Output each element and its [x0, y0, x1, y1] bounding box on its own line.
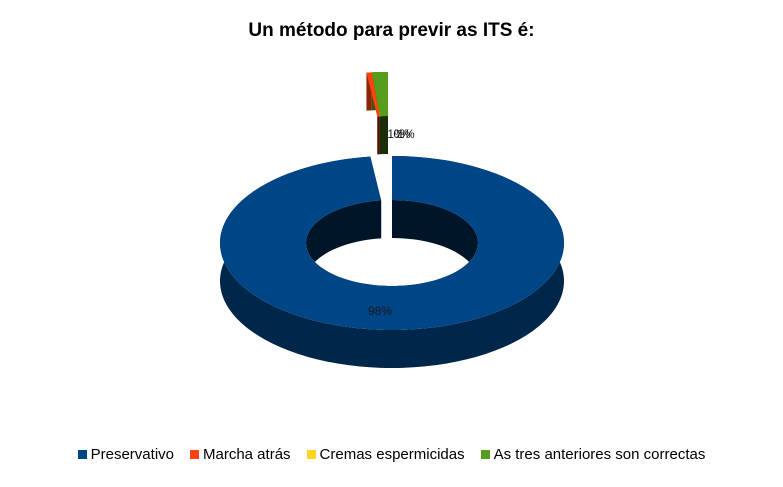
legend-label: As tres anteriores son correctas [493, 446, 706, 463]
legend-swatch [190, 450, 199, 459]
slice-marcha-atr-s [366, 72, 380, 117]
chart-title: Un método para previr as ITS é: [248, 20, 535, 41]
slice-tops [219, 72, 564, 330]
legend-swatch [77, 450, 87, 459]
data-labels: 98% 1%0%1% [368, 127, 415, 318]
data-label: 0% [393, 127, 411, 141]
data-label: 1% [397, 127, 415, 141]
legend-item: Preservativo [77, 446, 174, 463]
legend-item: As tres anteriores son correctas [480, 446, 706, 463]
legend-item: Marcha atrás [190, 446, 291, 463]
slice-as-tres-anteriores-son-correctas [371, 72, 388, 117]
legend: Preservativo Marcha atrás Cremas espermici… [0, 446, 783, 463]
legend-label: Preservativo [90, 446, 174, 463]
legend-swatch [480, 450, 490, 459]
slice-inner-wall [379, 116, 388, 155]
slice-preservativo [219, 156, 564, 330]
legend-swatch [306, 450, 316, 459]
slice-inner-wall [377, 116, 380, 155]
data-label: 98% [368, 304, 392, 318]
legend-item: Cremas espermicidas [306, 446, 465, 463]
legend-label: Marcha atrás [203, 446, 291, 463]
data-label: 1% [387, 127, 405, 141]
legend-label: Cremas espermicidas [319, 446, 465, 463]
